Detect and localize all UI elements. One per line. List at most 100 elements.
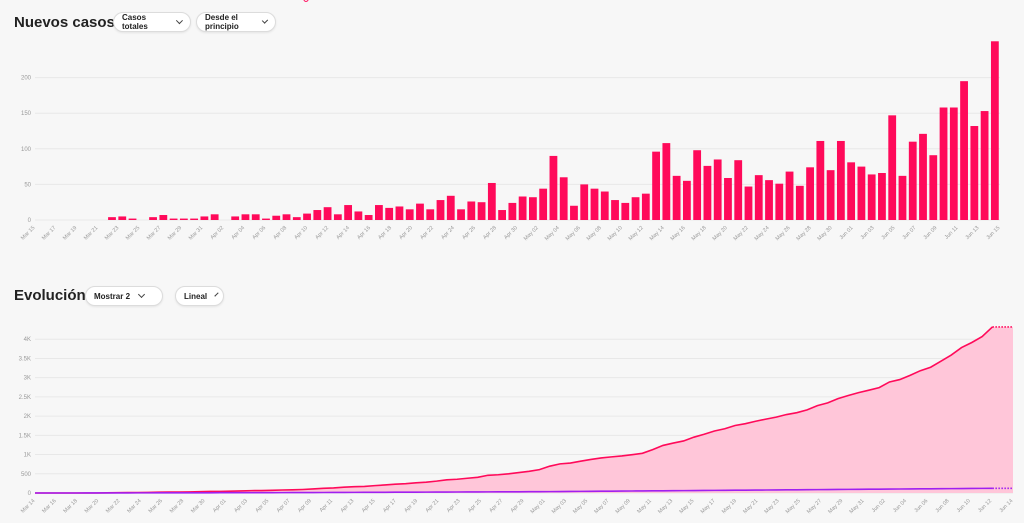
x-tick-label: May 28 bbox=[796, 225, 813, 242]
y-tick-label: 500 bbox=[21, 472, 32, 478]
x-tick-label: May 18 bbox=[691, 225, 708, 242]
x-tick-label: Mar 22 bbox=[105, 498, 121, 514]
x-tick-label: May 20 bbox=[712, 225, 729, 242]
x-tick-label: Apr 26 bbox=[461, 225, 477, 241]
x-tick-label: May 16 bbox=[670, 225, 687, 242]
bar bbox=[539, 188, 548, 220]
x-tick-label: Jun 14 bbox=[998, 498, 1014, 514]
x-tick-label: May 31 bbox=[849, 498, 866, 515]
bar bbox=[703, 165, 712, 220]
x-tick-label: Jun 07 bbox=[902, 225, 918, 241]
bar bbox=[641, 193, 650, 220]
bar bbox=[323, 207, 332, 220]
top-marker-decoration bbox=[303, 0, 309, 2]
x-tick-label: Apr 14 bbox=[335, 225, 351, 241]
x-tick-label: Mar 14 bbox=[20, 498, 36, 514]
x-tick-label: May 01 bbox=[530, 498, 547, 515]
range-dropdown[interactable]: Desde el principio bbox=[196, 12, 276, 32]
x-tick-label: Jun 08 bbox=[935, 498, 951, 514]
bar bbox=[713, 159, 722, 220]
x-tick-label: May 13 bbox=[657, 498, 674, 515]
bar bbox=[919, 133, 927, 220]
x-tick-label: Jun 04 bbox=[892, 498, 908, 514]
x-tick-label: Mar 16 bbox=[41, 498, 57, 514]
scale-dropdown[interactable]: Lineal bbox=[175, 286, 224, 306]
x-tick-label: May 26 bbox=[775, 225, 792, 242]
x-tick-label: May 21 bbox=[742, 498, 759, 515]
x-tick-label: May 17 bbox=[700, 498, 717, 515]
x-tick-label: Apr 08 bbox=[272, 225, 288, 241]
x-tick-label: Apr 06 bbox=[251, 225, 267, 241]
bar bbox=[744, 186, 753, 220]
y-tick-label: 0 bbox=[28, 491, 32, 497]
bar bbox=[498, 210, 507, 220]
x-tick-label: Mar 17 bbox=[41, 225, 57, 241]
x-tick-label: Apr 07 bbox=[276, 498, 292, 514]
bar bbox=[262, 218, 270, 220]
bar bbox=[313, 210, 322, 220]
bar bbox=[375, 205, 383, 220]
bar bbox=[580, 184, 589, 220]
x-tick-label: Jun 01 bbox=[839, 225, 855, 241]
chevron-down-icon bbox=[214, 292, 219, 297]
x-tick-label: Mar 27 bbox=[146, 225, 162, 241]
x-tick-label: Apr 25 bbox=[467, 498, 483, 514]
area-fill bbox=[35, 326, 1013, 493]
x-tick-label: Apr 02 bbox=[210, 225, 226, 241]
x-tick-label: Mar 23 bbox=[104, 225, 120, 241]
bar bbox=[354, 211, 363, 220]
bar bbox=[405, 209, 414, 220]
bar bbox=[128, 218, 137, 220]
y-tick-label: 200 bbox=[21, 76, 32, 82]
x-tick-label: May 19 bbox=[721, 498, 738, 515]
x-tick-label: Apr 01 bbox=[212, 498, 228, 514]
series-line bbox=[35, 326, 993, 494]
bar bbox=[528, 197, 537, 220]
bar bbox=[806, 167, 814, 220]
x-tick-label: Mar 28 bbox=[169, 498, 185, 514]
series-line bbox=[35, 487, 993, 494]
bar bbox=[878, 173, 886, 220]
bar bbox=[826, 170, 835, 220]
x-tick-label: Apr 13 bbox=[340, 498, 356, 514]
bar bbox=[559, 177, 568, 220]
x-tick-label: May 06 bbox=[565, 225, 582, 242]
bar bbox=[631, 197, 640, 220]
bar bbox=[169, 218, 178, 220]
bar bbox=[467, 201, 476, 220]
x-tick-label: May 15 bbox=[678, 498, 695, 515]
x-tick-label: May 04 bbox=[544, 225, 561, 242]
bar bbox=[303, 213, 311, 220]
bar bbox=[980, 111, 989, 220]
x-tick-label: May 11 bbox=[636, 498, 653, 515]
bar bbox=[867, 174, 876, 220]
bar bbox=[149, 217, 157, 220]
y-tick-label: 150 bbox=[21, 111, 32, 117]
x-tick-label: Apr 20 bbox=[398, 225, 414, 241]
bar bbox=[190, 218, 199, 220]
bar bbox=[898, 175, 907, 220]
bar bbox=[200, 216, 209, 220]
bar bbox=[672, 175, 681, 220]
bar bbox=[888, 115, 897, 220]
bar bbox=[682, 180, 691, 220]
bar bbox=[231, 216, 240, 220]
y-tick-label: 2.5K bbox=[19, 395, 31, 401]
x-tick-label: Mar 20 bbox=[84, 498, 100, 514]
y-tick-label: 3K bbox=[24, 376, 31, 382]
bar bbox=[785, 171, 794, 220]
x-tick-label: Jun 12 bbox=[977, 498, 993, 514]
x-tick-label: May 03 bbox=[551, 498, 568, 515]
x-tick-label: May 02 bbox=[523, 225, 540, 242]
y-tick-label: 1K bbox=[24, 453, 31, 459]
bar bbox=[282, 214, 291, 220]
metric-dropdown[interactable]: Casos totales bbox=[113, 12, 191, 32]
bar bbox=[693, 150, 702, 220]
x-tick-label: May 10 bbox=[607, 225, 624, 242]
x-tick-label: May 23 bbox=[764, 498, 781, 515]
x-tick-label: Apr 18 bbox=[377, 225, 393, 241]
x-tick-label: May 27 bbox=[806, 498, 823, 515]
series-count-dropdown[interactable]: Mostrar 2 bbox=[85, 286, 163, 306]
bar bbox=[816, 140, 825, 220]
x-tick-label: Apr 30 bbox=[503, 225, 519, 241]
